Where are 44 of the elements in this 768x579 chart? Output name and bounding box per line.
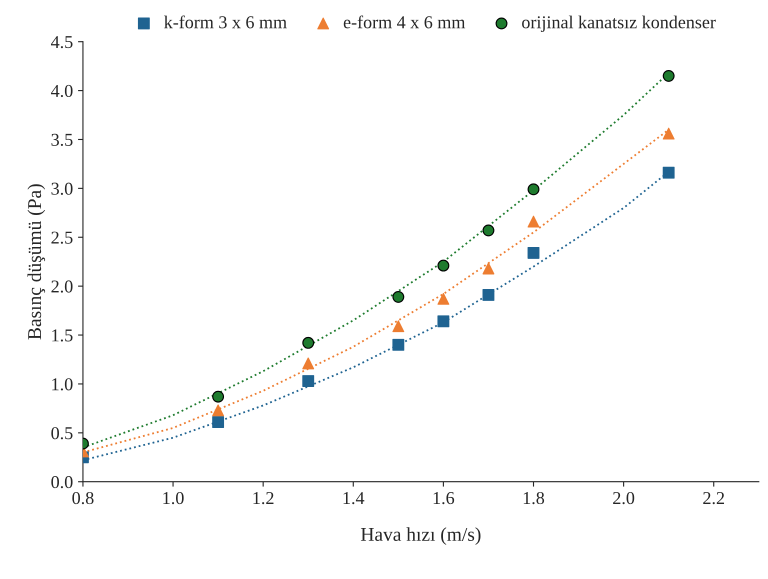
- point: [437, 260, 450, 272]
- y-tick-label: 4.0: [51, 84, 73, 98]
- legend-label: k-form 3 x 6 mm: [164, 15, 287, 28]
- x-tick-label: 1.6: [434, 492, 454, 504]
- point: [482, 262, 494, 274]
- legend-label: e-form 4 x 6 mm: [344, 15, 466, 28]
- point: [392, 338, 404, 351]
- x-tick-label: 0.8: [72, 492, 94, 504]
- point: [528, 216, 540, 228]
- point: [528, 246, 540, 259]
- y-axis-title: Basınç düşümü (Pa): [27, 184, 46, 340]
- y-tick-label: 3.5: [52, 134, 73, 146]
- x-tick-label: 1.0: [163, 492, 184, 504]
- point: [662, 166, 675, 179]
- point: [392, 320, 404, 332]
- x-tick-label: 1.8: [524, 492, 544, 504]
- point: [437, 315, 450, 328]
- point: [392, 290, 404, 303]
- y-tick-label: 3.0: [52, 182, 73, 195]
- y-tick-label: 0.5: [51, 427, 73, 440]
- point: [662, 128, 675, 140]
- x-tick-label: 1.4: [344, 492, 364, 504]
- point: [528, 183, 540, 196]
- y-tick-label: 4.5: [51, 36, 73, 48]
- point: [212, 416, 224, 428]
- point: [662, 70, 675, 82]
- point: [302, 336, 314, 349]
- x-axis-title: Hava hızı (m/s): [360, 527, 480, 545]
- x-tick-label: 2.0: [613, 492, 634, 504]
- point: [482, 224, 494, 236]
- legend-label: orijinal kanatsız kondenser: [522, 16, 716, 32]
- x-tick-label: 2.2: [703, 492, 724, 504]
- point: [437, 292, 450, 305]
- point: [482, 289, 494, 301]
- y-tick-label: 1.0: [52, 378, 73, 390]
- y-tick-label: 1.5: [52, 329, 73, 342]
- point: [302, 375, 314, 387]
- point: [212, 404, 224, 416]
- point: [212, 390, 224, 403]
- point: [302, 357, 314, 370]
- x-tick-label: 1.2: [253, 492, 274, 504]
- y-tick-label: 2.5: [51, 232, 73, 244]
- y-tick-label: 2.0: [51, 280, 73, 293]
- y-tick-label: 0.0: [51, 476, 73, 488]
